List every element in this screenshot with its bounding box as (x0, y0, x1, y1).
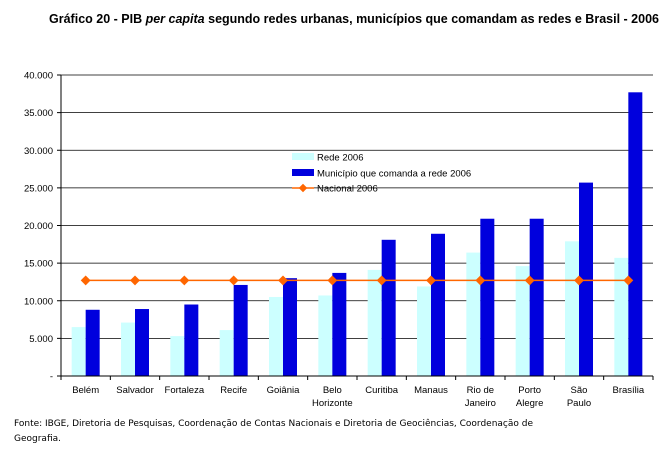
x-tick-label: Belo Horizonte (312, 385, 353, 409)
bar-rede-2006 (71, 327, 86, 376)
bar-municipio-2006 (529, 218, 544, 376)
bar-municipio-2006 (431, 233, 445, 376)
y-tick-label: 20.000 (24, 221, 53, 232)
x-tick-label: Goiânia (267, 385, 300, 396)
x-tick-label: Salvador (116, 385, 154, 396)
x-tick-label: Porto Alegre (516, 385, 543, 409)
chart-title-prefix: Gráfico 20 - PIB (49, 12, 146, 26)
legend-swatch-municipio (292, 169, 314, 176)
bars (71, 92, 643, 377)
bar-municipio-2006 (283, 278, 297, 376)
bar-rede-2006 (269, 296, 283, 376)
bar-municipio-2006 (628, 92, 643, 377)
source-note: Fonte: IBGE, Diretoria de Pesquisas, Coo… (14, 419, 534, 444)
x-tick-label: Rio de Janeiro (465, 385, 496, 409)
bar-municipio-2006 (480, 218, 495, 376)
bar-rede-2006 (565, 241, 579, 376)
nacional-point (228, 275, 239, 286)
y-tick-label: 35.000 (24, 108, 53, 119)
bar-municipio-2006 (579, 182, 593, 376)
bar-municipio-2006 (381, 239, 396, 376)
x-tick-label: Curitiba (365, 385, 398, 396)
bar-rede-2006 (318, 295, 333, 376)
legend-swatch-nacional-marker (298, 183, 308, 193)
bar-municipio-2006 (233, 284, 248, 376)
y-tick-label: 25.000 (24, 183, 53, 194)
chart-title-suffix: segundo redes urbanas, municípios que co… (204, 12, 659, 26)
legend: Rede 2006 Município que comanda a rede 20… (292, 153, 471, 195)
bar-municipio-2006 (135, 309, 149, 376)
chart-title: Gráfico 20 - PIB per capita segundo rede… (40, 11, 668, 28)
x-tick-label: Belém (72, 385, 99, 396)
legend-swatch-rede (292, 153, 314, 160)
nacional-point (623, 275, 634, 286)
legend-label: Rede 2006 (317, 153, 363, 164)
bar-rede-2006 (466, 252, 481, 376)
nacional-point (376, 275, 387, 286)
nacional-point (524, 275, 535, 286)
y-tick-label: 10.000 (24, 296, 53, 307)
nacional-point (278, 275, 288, 286)
nacional-point (130, 275, 140, 286)
nacional-point (574, 275, 584, 286)
x-tick-label: Manaus (414, 385, 448, 396)
x-tick-label: Recife (220, 385, 247, 396)
x-tick-label: Fortaleza (165, 385, 205, 396)
nacional-point (80, 275, 91, 286)
nacional-point (426, 275, 436, 286)
nacional-point (179, 275, 190, 286)
axes (60, 75, 654, 380)
x-tick-label: São Paulo (567, 385, 591, 409)
bar-rede-2006 (219, 330, 234, 376)
bar-rede-2006 (417, 286, 431, 376)
gridlines (57, 74, 653, 377)
y-tick-label: 40.000 (24, 71, 53, 82)
x-tick-labels: Belém Salvador Fortaleza Recife Goiânia Belo H… (72, 385, 645, 409)
legend-label: Município que comanda a rede 2006 (317, 169, 471, 180)
chart-title-italic: per capita (145, 12, 205, 26)
nacional-point (327, 275, 338, 286)
x-tick-label: Brasília (612, 385, 644, 396)
nacional-point (475, 275, 486, 286)
y-tick-label: - (50, 372, 53, 383)
bar-rede-2006 (614, 257, 629, 376)
y-tick-labels: - 5.000 10.000 15.000 20.000 25.000 30.000 35.0… (24, 71, 53, 383)
y-tick-label: 30.000 (24, 146, 53, 157)
bar-rede-2006 (170, 336, 185, 376)
y-tick-label: 5.000 (29, 334, 53, 345)
bar-municipio-2006 (184, 304, 199, 376)
legend-label: Nacional 2006 (317, 184, 378, 195)
y-tick-label: 15.000 (24, 259, 53, 270)
nacional-line (80, 275, 634, 286)
bar-rede-2006 (515, 266, 530, 376)
bar-municipio-2006 (85, 309, 100, 376)
bar-municipio-2006 (332, 272, 347, 376)
bar-rede-2006 (121, 322, 135, 376)
bar-rede-2006 (367, 269, 382, 376)
